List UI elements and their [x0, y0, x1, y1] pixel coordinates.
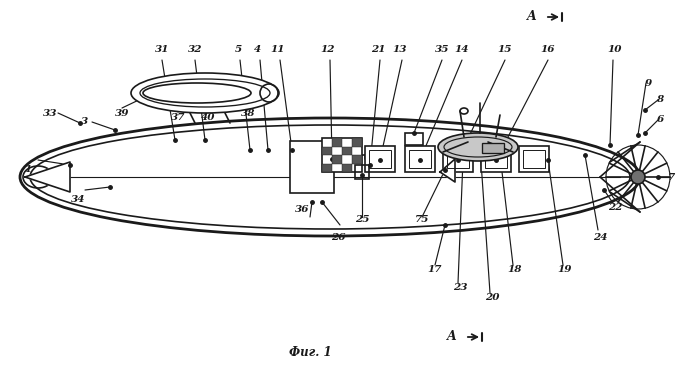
Text: 18: 18: [507, 265, 522, 274]
Text: 5: 5: [234, 46, 242, 54]
Text: 11: 11: [271, 46, 285, 54]
Text: 31: 31: [154, 46, 169, 54]
Bar: [405, 133, 423, 145]
Text: 37: 37: [171, 112, 185, 122]
Bar: [342, 146, 352, 155]
Text: A: A: [527, 11, 537, 23]
Text: 21: 21: [370, 46, 385, 54]
Bar: [355, 165, 369, 179]
Text: 26: 26: [331, 233, 345, 242]
Text: A: A: [447, 330, 457, 343]
Ellipse shape: [631, 170, 645, 184]
Bar: [409, 150, 431, 168]
Bar: [322, 138, 362, 172]
Text: 3: 3: [81, 118, 89, 127]
Ellipse shape: [438, 133, 518, 161]
Bar: [447, 150, 469, 168]
Bar: [485, 150, 507, 168]
Text: 23: 23: [453, 283, 467, 292]
Text: 75: 75: [415, 215, 429, 224]
Bar: [322, 164, 332, 172]
Bar: [369, 150, 391, 168]
Text: 16: 16: [541, 46, 555, 54]
Text: 22: 22: [607, 203, 622, 211]
Bar: [523, 150, 545, 168]
Bar: [342, 164, 352, 172]
Ellipse shape: [20, 118, 640, 236]
Text: 34: 34: [71, 196, 85, 204]
Text: 17: 17: [428, 265, 442, 274]
Bar: [405, 146, 435, 172]
Bar: [290, 141, 334, 193]
Text: 35: 35: [435, 46, 449, 54]
Text: 25: 25: [355, 215, 369, 224]
Bar: [443, 146, 473, 172]
Bar: [365, 146, 395, 172]
Text: 9: 9: [644, 78, 651, 88]
Text: 24: 24: [593, 233, 607, 242]
Text: 12: 12: [321, 46, 336, 54]
Text: 10: 10: [607, 46, 622, 54]
Bar: [482, 143, 504, 153]
Bar: [332, 138, 342, 146]
Text: 7: 7: [668, 173, 676, 181]
Bar: [322, 146, 332, 155]
Text: 6: 6: [656, 115, 663, 124]
Text: 20: 20: [484, 292, 499, 301]
Text: 14: 14: [455, 46, 469, 54]
Text: 4: 4: [254, 46, 261, 54]
Text: 36: 36: [295, 205, 309, 215]
Bar: [352, 138, 362, 146]
Ellipse shape: [131, 73, 279, 113]
Text: 15: 15: [498, 46, 512, 54]
Bar: [519, 146, 549, 172]
Bar: [332, 155, 342, 164]
Bar: [481, 146, 511, 172]
Polygon shape: [25, 162, 70, 192]
Text: 19: 19: [558, 265, 572, 274]
Text: Фиг. 1: Фиг. 1: [289, 346, 331, 360]
Bar: [352, 155, 362, 164]
Text: 38: 38: [240, 108, 255, 118]
Text: 40: 40: [201, 112, 215, 122]
Text: 39: 39: [115, 108, 129, 118]
Text: 1: 1: [24, 165, 31, 174]
Text: 13: 13: [393, 46, 408, 54]
Text: 33: 33: [43, 108, 57, 118]
Text: 8: 8: [656, 96, 663, 104]
Polygon shape: [440, 159, 455, 182]
Text: 2: 2: [152, 88, 159, 97]
Text: 32: 32: [188, 46, 202, 54]
